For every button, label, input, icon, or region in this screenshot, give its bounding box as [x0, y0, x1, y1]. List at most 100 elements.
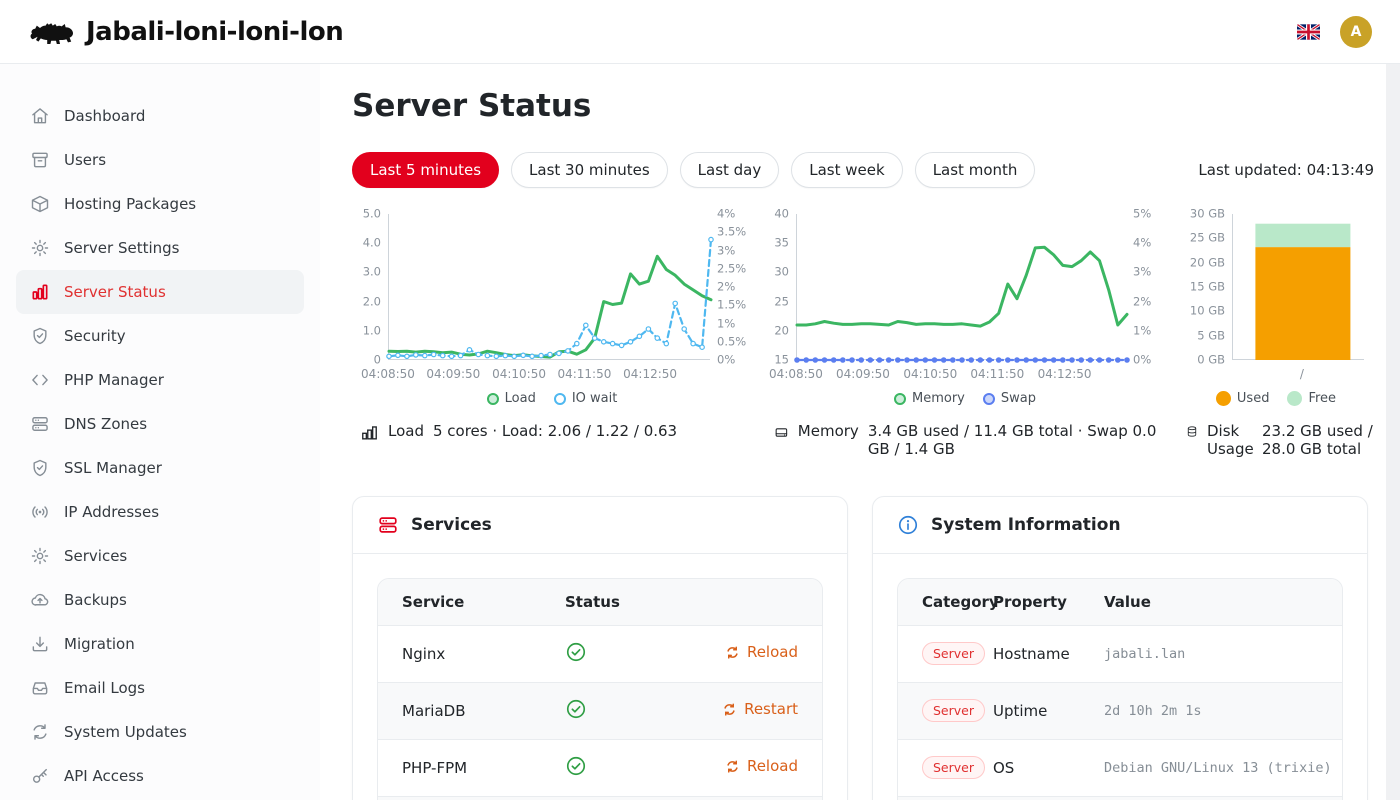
user-avatar[interactable]: A	[1340, 15, 1372, 48]
range-button-last-day[interactable]: Last day	[679, 152, 780, 188]
property-value: 2d 10h 2m 1s	[1104, 702, 1202, 719]
service-status	[565, 738, 705, 796]
sidebar-item-ssl-manager[interactable]: SSL Manager	[16, 446, 304, 490]
sidebar-item-security[interactable]: Security	[16, 314, 304, 358]
range-button-last-week[interactable]: Last week	[791, 152, 903, 188]
page-title: Server Status	[352, 88, 592, 124]
sidebar-item-system-updates[interactable]: System Updates	[16, 710, 304, 754]
column-header-value: Value	[1104, 579, 1342, 625]
archive-box-icon	[32, 152, 48, 168]
range-button-last-month[interactable]: Last month	[914, 152, 1036, 188]
sidebar-item-api-access[interactable]: API Access	[16, 754, 304, 798]
range-button-last-5-minutes[interactable]: Last 5 minutes	[352, 152, 500, 188]
sidebar-item-server-status[interactable]: Server Status	[16, 270, 304, 314]
broadcast-icon	[32, 506, 48, 518]
restart-service-button[interactable]: Restart	[722, 700, 798, 718]
hard-drive-icon	[775, 428, 788, 437]
category-badge: Server	[922, 699, 985, 722]
download-icon	[32, 636, 48, 652]
sidebar-item-label: Dashboard	[64, 107, 146, 125]
sidebar-item-php-manager[interactable]: PHP Manager	[16, 358, 304, 402]
status-ok-icon	[566, 699, 586, 718]
database-icon	[1187, 426, 1197, 437]
sidebar-item-label: Security	[64, 327, 126, 345]
bar-chart-icon	[362, 426, 377, 440]
sidebar-item-label: Email Logs	[64, 679, 145, 697]
sidebar-item-server-settings[interactable]: Server Settings	[16, 226, 304, 270]
reload-service-button[interactable]: Reload	[725, 643, 798, 661]
sidebar-item-services[interactable]: Services	[16, 534, 304, 578]
sidebar-item-users[interactable]: Users	[16, 138, 304, 182]
sidebar-item-label: Users	[64, 151, 107, 169]
column-header-status: Status	[565, 579, 705, 625]
sidebar-item-email-logs[interactable]: Email Logs	[16, 666, 304, 710]
inbox-icon	[32, 682, 48, 695]
table-row-partial	[378, 795, 822, 800]
column-header-service: Service	[378, 579, 565, 625]
load-legend-swatch	[486, 392, 499, 405]
load-stat-value: 5 cores · Load: 2.06 / 1.22 / 0.63	[432, 422, 678, 440]
sidebar-item-hosting-packages[interactable]: Hosting Packages	[16, 182, 304, 226]
bar-chart-icon	[32, 284, 48, 300]
status-ok-icon	[566, 756, 586, 775]
disk-chart-y-axis: 30 GB 25 GB 20 GB 15 GB 10 GB 5 GB 0 GB	[1189, 206, 1225, 367]
memory-chart-y-axis-left: 40 35 30 25 20 15	[774, 206, 789, 367]
home-icon	[32, 108, 48, 124]
service-name: PHP-FPM	[378, 738, 565, 796]
column-header-property: Property	[993, 579, 1104, 625]
sidebar-item-dns-zones[interactable]: DNS Zones	[16, 402, 304, 446]
system-information-card: System Information Category Property Val…	[872, 496, 1368, 800]
cloud-upload-icon	[31, 593, 49, 606]
sidebar-item-ip-addresses[interactable]: IP Addresses	[16, 490, 304, 534]
io-wait-legend-swatch	[553, 392, 566, 405]
service-name: Nginx	[378, 624, 565, 682]
category-badge: Server	[922, 642, 985, 665]
sidebar-item-label: SSL Manager	[64, 459, 162, 477]
server-stack-icon	[32, 417, 48, 431]
uk-flag-icon[interactable]	[1297, 23, 1320, 40]
time-range-controls: Last 5 minutes Last 30 minutes Last day …	[352, 152, 1374, 188]
top-bar: Jabali-loni-loni-lon A	[0, 0, 1400, 64]
services-table: Service Status Nginx	[378, 579, 822, 800]
service-name: MariaDB	[378, 681, 565, 739]
refresh-icon	[727, 760, 738, 773]
disk-stat-label: Disk Usage	[1207, 422, 1254, 458]
disk-chart-legend: Used Free	[1178, 391, 1374, 406]
reload-service-button[interactable]: Reload	[725, 757, 798, 775]
load-chart: 5.0 4.0 3.0 2.0 1.0 0 4% 3.5% 3% 2.	[352, 208, 752, 458]
property-name: Hostname	[993, 624, 1104, 682]
package-icon	[31, 195, 49, 213]
memory-chart-legend: Memory Swap	[766, 391, 1164, 406]
property-name: OS	[993, 738, 1104, 796]
load-chart-plot	[386, 214, 714, 360]
column-header-category: Category	[898, 579, 999, 625]
sidebar: Dashboard Users Hosting Packages Server …	[0, 64, 320, 800]
memory-stat-value: 3.4 GB used / 11.4 GB total · Swap 0.0 G…	[867, 422, 1157, 458]
brand[interactable]: Jabali-loni-loni-lon	[28, 15, 344, 49]
last-updated-text: Last updated: 04:13:49	[1198, 161, 1374, 179]
sidebar-item-dashboard[interactable]: Dashboard	[16, 94, 304, 138]
sidebar-item-label: Services	[64, 547, 128, 565]
refresh-icon	[727, 646, 738, 659]
table-row: Server Uptime 2d 10h 2m 1s	[898, 681, 1342, 739]
load-stat-label: Load	[388, 422, 424, 440]
key-icon	[32, 768, 47, 783]
range-button-last-30-minutes[interactable]: Last 30 minutes	[511, 152, 668, 188]
category-badge: Server	[922, 756, 985, 779]
services-card-title: Services	[411, 515, 492, 535]
sidebar-item-backups[interactable]: Backups	[16, 578, 304, 622]
load-chart-legend: Load IO wait	[352, 391, 752, 406]
disk-chart: 30 GB 25 GB 20 GB 15 GB 10 GB 5 GB 0 GB …	[1178, 206, 1374, 458]
disk-chart-plot	[1232, 214, 1364, 360]
scrollbar-track[interactable]	[1386, 64, 1400, 800]
services-card-icon	[379, 517, 397, 533]
free-legend-swatch	[1287, 391, 1303, 406]
status-ok-icon	[566, 642, 586, 661]
used-legend-swatch	[1215, 391, 1231, 406]
load-stat: Load 5 cores · Load: 2.06 / 1.22 / 0.63	[352, 422, 752, 442]
sidebar-item-label: Migration	[64, 635, 135, 653]
shield-check-icon	[33, 327, 47, 345]
sidebar-item-migration[interactable]: Migration	[16, 622, 304, 666]
system-information-table: Category Property Value Server Hostname …	[898, 579, 1342, 800]
refresh-icon	[724, 703, 735, 716]
